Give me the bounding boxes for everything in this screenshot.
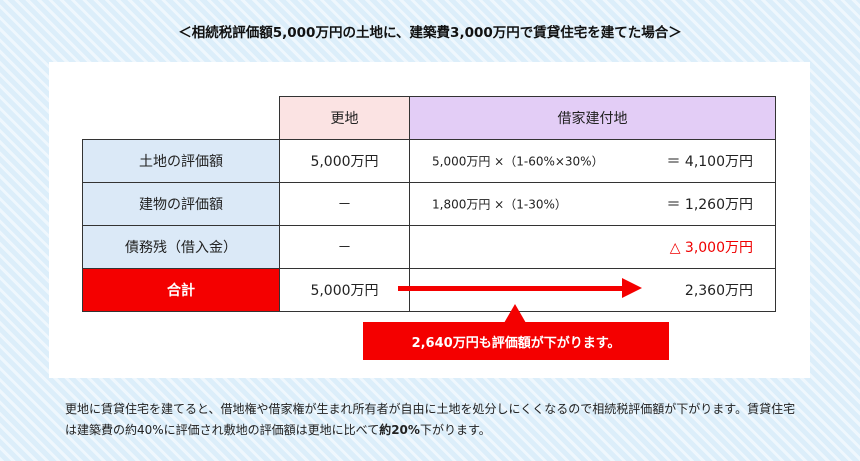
header-blank-cell	[82, 96, 280, 140]
debt-sarachi-value: －	[279, 225, 410, 269]
header-shakuya-tatetsukechi: 借家建付地	[409, 96, 776, 140]
callout-pointer-icon	[504, 304, 526, 323]
table-header-row: 更地 借家建付地	[82, 96, 776, 140]
total-shakuya-value: 2,360万円	[684, 283, 753, 299]
arrow-right-icon	[622, 278, 642, 298]
table-row: 債務残（借入金） － △ 3,000万円	[82, 225, 776, 269]
row-label-building: 建物の評価額	[82, 182, 280, 226]
building-formula: 1,800万円 ×（1-30%）	[432, 197, 567, 212]
building-result: ＝ 1,260万円	[666, 197, 753, 213]
row-label-debt: 債務残（借入金）	[82, 225, 280, 269]
total-sarachi-value: 5,000万円	[279, 268, 410, 312]
land-shakuya-cell: 5,000万円 ×（1-60%×30%） ＝ 4,100万円	[409, 139, 776, 183]
row-label-land: 土地の評価額	[82, 139, 280, 183]
reduction-callout: 2,640万円も評価額が下がります。	[363, 322, 669, 360]
building-sarachi-value: －	[279, 182, 410, 226]
page-title: ＜相続税評価額5,000万円の土地に、建築費3,000万円で賃貸住宅を建てた場合…	[178, 25, 682, 41]
description-text: 更地に賃貸住宅を建てると、借地権や借家権が生まれ所有者が自由に土地を処分しにくく…	[65, 399, 805, 441]
row-label-total: 合計	[82, 268, 280, 312]
land-sarachi-value: 5,000万円	[279, 139, 410, 183]
total-shakuya-cell: 2,360万円	[409, 268, 776, 312]
description-emphasis: 約20%	[379, 423, 420, 437]
description-part-2: 下がります。	[419, 423, 491, 437]
building-shakuya-cell: 1,800万円 ×（1-30%） ＝ 1,260万円	[409, 182, 776, 226]
table-row: 建物の評価額 － 1,800万円 ×（1-30%） ＝ 1,260万円	[82, 182, 776, 226]
arrow-right-shaft	[398, 286, 623, 291]
table-row: 土地の評価額 5,000万円 5,000万円 ×（1-60%×30%） ＝ 4,…	[82, 139, 776, 183]
description-part-1: 更地に賃貸住宅を建てると、借地権や借家権が生まれ所有者が自由に土地を処分しにくく…	[65, 402, 796, 437]
header-sarachi: 更地	[279, 96, 410, 140]
debt-result: △ 3,000万円	[669, 240, 753, 256]
land-formula: 5,000万円 ×（1-60%×30%）	[432, 154, 604, 169]
land-result: ＝ 4,100万円	[666, 154, 753, 170]
debt-shakuya-cell: △ 3,000万円	[409, 225, 776, 269]
valuation-table: 更地 借家建付地 土地の評価額 5,000万円 5,000万円 ×（1-60%×…	[82, 96, 776, 312]
